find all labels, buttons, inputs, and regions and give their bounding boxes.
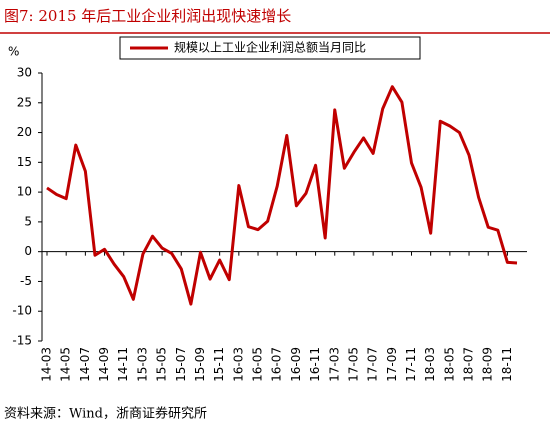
- x-tick-label: 16-09: [289, 347, 303, 382]
- y-unit: %: [8, 45, 19, 59]
- x-tick-label: 17-05: [346, 347, 360, 382]
- y-tick-label: -10: [12, 304, 32, 318]
- y-tick-label: 15: [17, 155, 32, 169]
- legend-box: [119, 36, 421, 60]
- x-tick-label: 18-05: [442, 347, 456, 382]
- x-tick-label: 16-05: [251, 347, 265, 382]
- y-tick-label: 25: [17, 95, 32, 109]
- y-tick-label: 10: [17, 185, 32, 199]
- y-tick-label: 20: [17, 125, 32, 139]
- x-tick-label: 17-09: [385, 347, 399, 382]
- x-tick-label: 17-03: [327, 347, 341, 382]
- chart-title: 图7: 2015 年后工业企业利润出现快速增长: [4, 7, 291, 25]
- x-tick-label: 15-05: [155, 347, 169, 382]
- x-tick-label: 14-03: [40, 347, 54, 382]
- x-tick-label: 18-03: [423, 347, 437, 382]
- x-tick-label: 16-07: [270, 347, 284, 382]
- x-tick-label: 14-05: [59, 347, 73, 382]
- x-tick-label: 14-09: [97, 347, 111, 382]
- x-tick-label: 17-07: [366, 347, 380, 382]
- y-tick-label: -15: [12, 334, 32, 348]
- x-tick-label: 18-11: [500, 347, 514, 382]
- x-tick-label: 18-09: [481, 347, 495, 382]
- x-tick-label: 17-11: [404, 347, 418, 382]
- x-tick-label: 16-03: [231, 347, 245, 382]
- y-tick-label: 5: [24, 214, 32, 228]
- x-tick-label: 14-11: [116, 347, 130, 382]
- y-tick-label: -5: [20, 274, 32, 288]
- x-tick-label: 15-11: [212, 347, 226, 382]
- x-tick-label: 15-03: [135, 347, 149, 382]
- y-tick-label: 30: [17, 66, 32, 80]
- y-tick-label: 0: [24, 244, 32, 258]
- x-tick-label: 14-07: [78, 347, 92, 382]
- x-tick-label: 18-07: [462, 347, 476, 382]
- x-tick-label: 15-07: [174, 347, 188, 382]
- line: [46, 85, 518, 306]
- source: 资料来源：Wind，浙商证券研究所: [4, 406, 207, 422]
- x-tick-label: 15-09: [193, 347, 207, 382]
- x-tick-label: 16-11: [308, 347, 322, 382]
- legend-label: 规模以上工业企业利润总额当月同比: [174, 40, 366, 55]
